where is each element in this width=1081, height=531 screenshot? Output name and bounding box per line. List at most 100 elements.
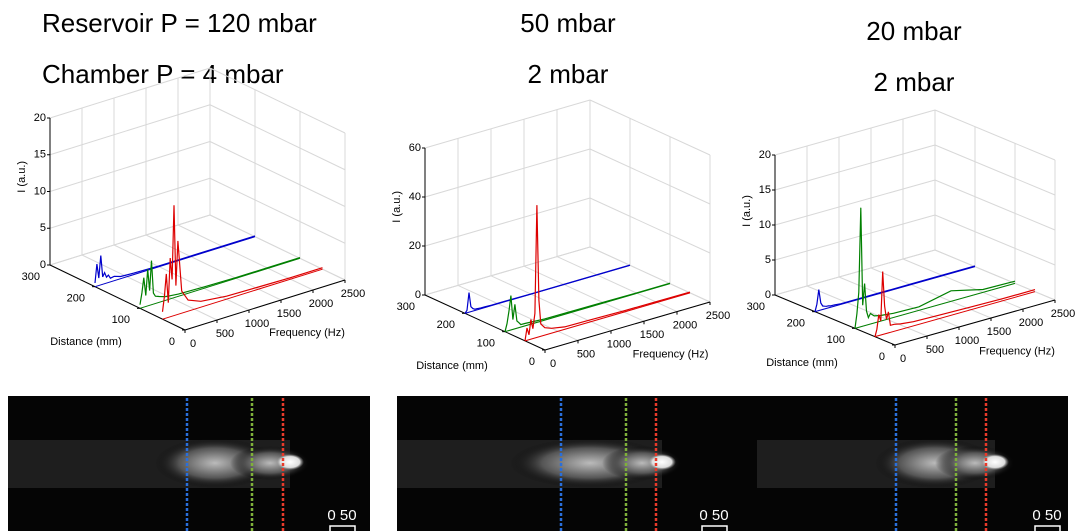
grid-line — [145, 234, 282, 301]
series-baseline — [814, 266, 976, 313]
scale-bar — [1034, 525, 1061, 531]
x-tick-label: 1000 — [607, 339, 631, 351]
z-tick-label: 0 — [40, 259, 46, 271]
grid-line — [589, 99, 711, 156]
x-tick-label: 1000 — [955, 335, 979, 347]
y-tick-label: 100 — [827, 334, 845, 346]
z-tick-label: 5 — [40, 222, 46, 234]
panel-subtitle: Chamber P = 4 mbar — [42, 59, 284, 89]
x-axis-label: Frequency (Hz) — [979, 345, 1055, 357]
series-baseline — [162, 268, 323, 320]
grid-line — [49, 141, 211, 192]
scale-bar — [329, 525, 356, 531]
x-tick-label: 0 — [900, 353, 906, 365]
panel-subtitle: 2 mbar — [874, 67, 955, 97]
grid-line — [49, 177, 211, 229]
grid-line — [424, 99, 591, 149]
axis-line — [544, 301, 711, 351]
x-tick-label: 2500 — [341, 288, 365, 300]
grid-line — [774, 214, 936, 261]
z-tick-label: 10 — [34, 185, 46, 197]
z-tick-label: 15 — [34, 149, 46, 161]
grid-line — [838, 276, 960, 328]
axis-line — [184, 279, 346, 331]
y-axis-label: Distance (mm) — [416, 360, 488, 372]
y-tick-label: 100 — [112, 314, 130, 326]
x-tick-label: 1500 — [987, 326, 1011, 338]
z-tick-label: 0 — [765, 289, 771, 301]
grid-line — [556, 256, 678, 313]
x-tick-label: 0 — [550, 358, 556, 370]
z-tick-label: 0 — [415, 289, 421, 301]
z-axis-label: I (a.u.) — [16, 161, 28, 193]
axis-line — [894, 299, 1056, 346]
y-tick-label: 300 — [747, 301, 765, 313]
grid-line — [523, 265, 645, 322]
y-tick-label: 200 — [67, 293, 85, 305]
panel-subtitle: 2 mbar — [528, 59, 609, 89]
y-tick-label: 0 — [879, 351, 885, 363]
y-tick-label: 0 — [529, 356, 535, 368]
grid-line — [209, 214, 346, 281]
z-axis-label: I (a.u.) — [391, 191, 403, 223]
grid-line — [424, 246, 591, 296]
grid-line — [774, 249, 936, 296]
plume-core — [981, 454, 1009, 470]
grid-line — [209, 141, 346, 207]
scale-label: 0 50 — [1032, 507, 1061, 524]
panel-title: Reservoir P = 120 mbar — [42, 8, 317, 38]
spectrum-line — [814, 265, 976, 312]
grid-line — [49, 67, 211, 119]
grid-line — [209, 177, 346, 244]
series-baseline — [139, 257, 301, 309]
plume-image: 0 50 — [397, 396, 760, 531]
spectrum-line — [854, 207, 1016, 329]
x-tick-label: 500 — [926, 344, 944, 356]
spectrum-line — [139, 257, 301, 305]
grid-line — [589, 246, 711, 303]
spectrum-line — [524, 205, 691, 341]
plume-core — [276, 454, 304, 470]
series-baseline — [854, 282, 1016, 329]
grid-line — [49, 214, 211, 266]
z-tick-label: 40 — [409, 191, 421, 203]
grid-line — [589, 148, 711, 205]
grid-line — [209, 67, 346, 134]
scale-bar — [701, 525, 728, 531]
scale-label: 0 50 — [327, 507, 356, 524]
y-tick-label: 100 — [477, 338, 495, 350]
z-tick-label: 10 — [759, 219, 771, 231]
grid-line — [49, 104, 211, 156]
y-axis-label: Distance (mm) — [50, 336, 122, 348]
x-tick-label: 0 — [190, 338, 196, 350]
grid-line — [177, 224, 314, 291]
spectrum-line — [874, 271, 1036, 337]
y-tick-label: 200 — [787, 318, 805, 330]
panel-title: 50 mbar — [520, 8, 616, 38]
scale-label: 0 50 — [699, 507, 728, 524]
plume-image: 0 50 — [757, 396, 1068, 531]
y-tick-label: 300 — [22, 271, 40, 283]
x-tick-label: 1500 — [640, 329, 664, 341]
spectrum-line — [504, 282, 671, 332]
z-axis-label: I (a.u.) — [741, 195, 753, 227]
z-tick-label: 20 — [759, 149, 771, 161]
z-tick-label: 20 — [409, 240, 421, 252]
x-tick-label: 1500 — [277, 308, 301, 320]
x-tick-label: 2500 — [1051, 308, 1075, 320]
spectrum-line — [161, 205, 323, 312]
series-baseline — [524, 292, 691, 342]
plume-core — [648, 454, 676, 470]
grid-line — [870, 267, 992, 319]
series-baseline — [874, 291, 1036, 338]
x-tick-label: 500 — [577, 348, 595, 360]
x-tick-label: 2000 — [673, 320, 697, 332]
z-tick-label: 60 — [409, 142, 421, 154]
grid-line — [209, 104, 346, 171]
grid-line — [934, 144, 1056, 196]
x-tick-label: 2000 — [1019, 317, 1043, 329]
x-tick-label: 2000 — [309, 298, 333, 310]
grid-line — [934, 109, 1056, 161]
